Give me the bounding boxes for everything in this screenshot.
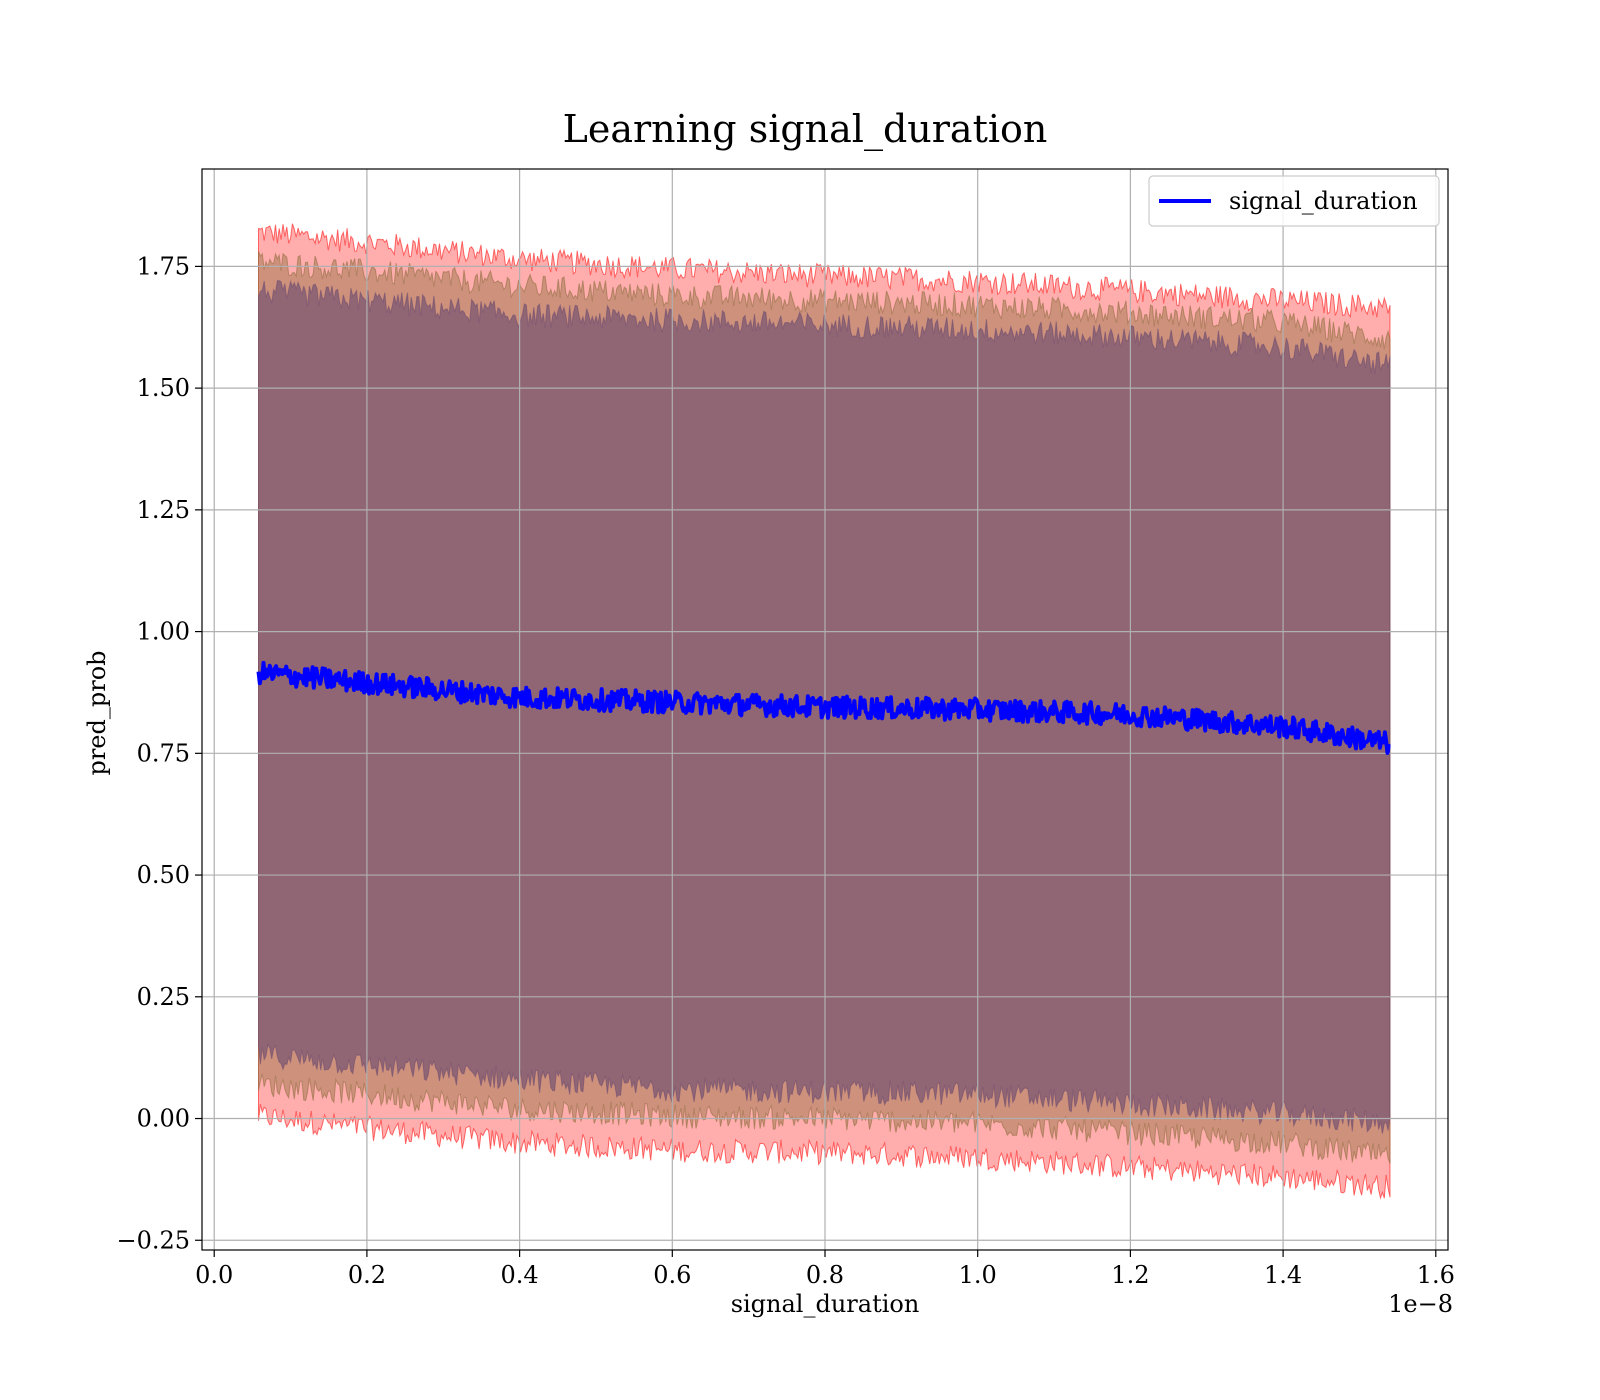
grid [202, 169, 1448, 1250]
y-tick-label: 1.50 [137, 374, 190, 402]
y-axis-label: pred_prob [83, 650, 111, 775]
x-axis-label: signal_duration [731, 1290, 920, 1318]
x-tick-label: 0.8 [806, 1261, 844, 1289]
y-tick-label: 1.25 [137, 496, 190, 524]
x-tick-label: 0.0 [195, 1261, 233, 1289]
x-tick-label: 1.6 [1417, 1261, 1455, 1289]
y-ticks: −0.25 0.00 0.25 0.50 0.75 1.00 1.25 1.50 1.75 [116, 252, 202, 1254]
x-ticks: 0.0 0.2 0.4 0.6 0.8 1.0 1.2 1.4 1.6 [195, 1250, 1455, 1289]
chart-title: Learning signal_duration [563, 107, 1048, 152]
x-tick-label: 0.2 [348, 1261, 386, 1289]
y-tick-label: 1.75 [137, 252, 190, 280]
y-tick-label: 0.75 [137, 739, 190, 767]
x-tick-label: 1.4 [1264, 1261, 1302, 1289]
x-tick-label: 1.2 [1111, 1261, 1149, 1289]
legend-box [1148, 175, 1440, 227]
series-line [256, 660, 1391, 755]
y-tick-label: −0.25 [116, 1226, 190, 1254]
legend: signal_duration [1148, 175, 1440, 227]
legend-label: signal_duration [1229, 187, 1418, 215]
y-tick-label: 0.00 [137, 1105, 190, 1133]
x-tick-label: 0.6 [653, 1261, 691, 1289]
series-lines [256, 660, 1391, 755]
y-tick-label: 0.25 [137, 983, 190, 1011]
y-tick-label: 1.00 [137, 618, 190, 646]
y-tick-label: 0.50 [137, 861, 190, 889]
x-tick-label: 0.4 [501, 1261, 539, 1289]
x-axis-offset-text: 1e−8 [1388, 1290, 1453, 1318]
x-tick-label: 1.0 [959, 1261, 997, 1289]
